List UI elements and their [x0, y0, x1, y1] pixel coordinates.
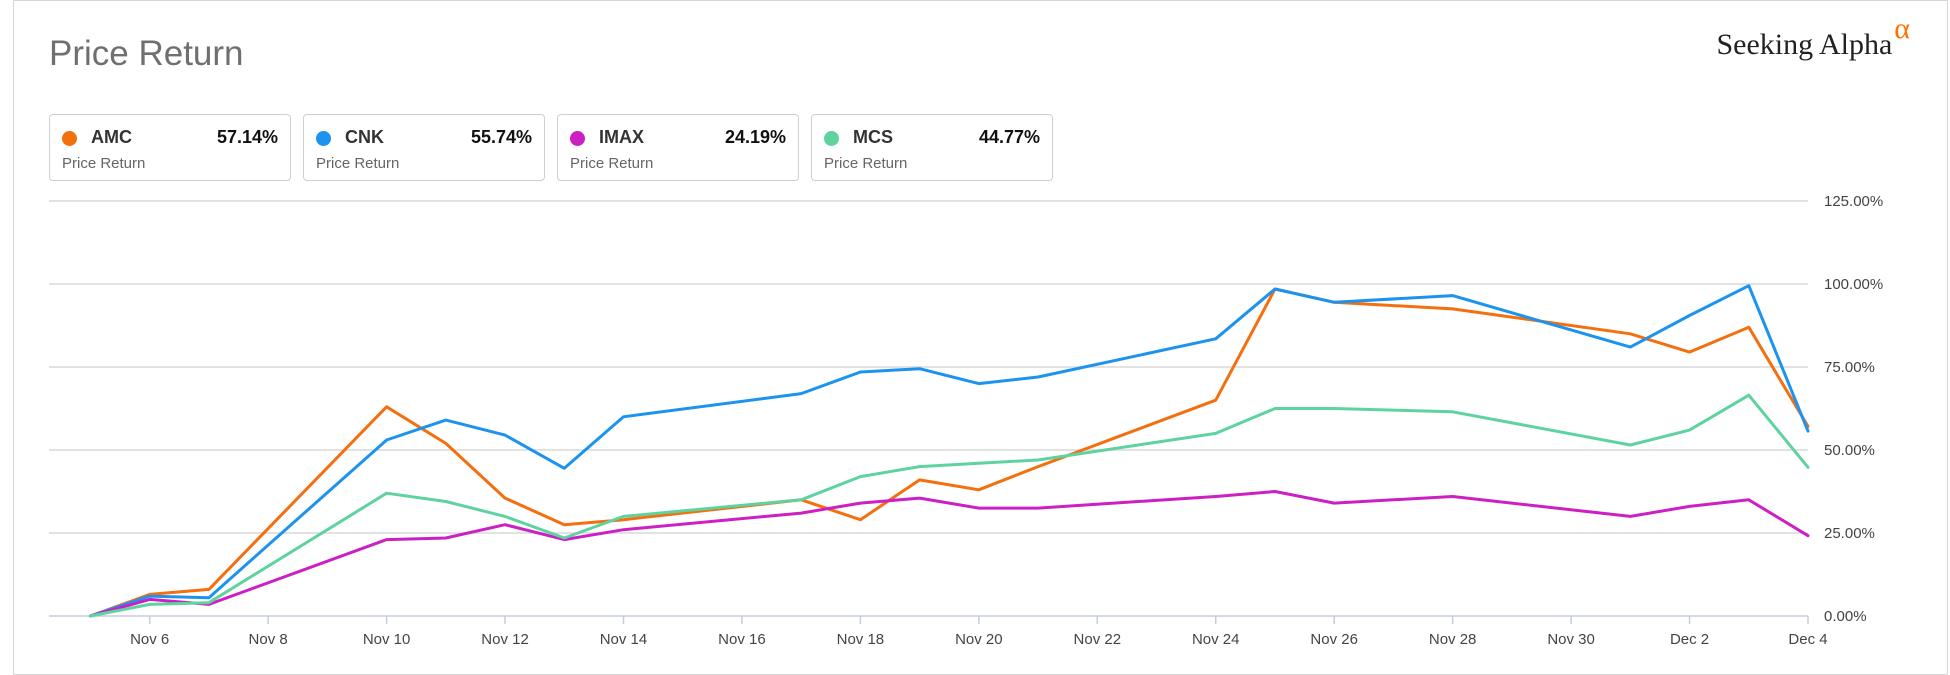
- series-color-dot-icon: [62, 131, 77, 146]
- x-tick-label: Dec 4: [1788, 631, 1827, 648]
- series-line-amc: [89, 287, 1810, 618]
- card-value: 44.77%: [978, 127, 1040, 147]
- legend-cards: AMC 57.14% Price Return CNK 55.74% Price…: [49, 114, 1053, 181]
- series-line-mcs: [89, 393, 1810, 618]
- card-value: 57.14%: [216, 127, 278, 147]
- legend-card-mcs[interactable]: MCS 44.77% Price Return: [811, 114, 1053, 181]
- series-line-cnk: [89, 284, 1810, 618]
- y-tick-label: 25.00%: [1824, 525, 1875, 542]
- x-tick-label: Nov 22: [1074, 631, 1122, 648]
- legend-card-imax[interactable]: IMAX 24.19% Price Return: [557, 114, 799, 181]
- seeking-alpha-logo: Seeking Alphaα: [1716, 12, 1910, 62]
- y-tick-label: 75.00%: [1824, 359, 1875, 376]
- card-subtitle: Price Return: [570, 155, 654, 172]
- card-subtitle: Price Return: [316, 155, 400, 172]
- x-tick-label: Nov 8: [249, 631, 288, 648]
- brand-name: Seeking Alpha: [1716, 28, 1893, 61]
- y-tick-label: 0.00%: [1824, 608, 1867, 625]
- x-tick-label: Nov 16: [718, 631, 766, 648]
- card-ticker: CNK: [345, 127, 384, 147]
- card-subtitle: Price Return: [824, 155, 908, 172]
- series-color-dot-icon: [570, 131, 585, 146]
- x-tick-label: Dec 2: [1670, 631, 1709, 648]
- x-tick-label: Nov 30: [1547, 631, 1595, 648]
- x-tick-label: Nov 18: [837, 631, 885, 648]
- card-ticker: MCS: [853, 127, 893, 147]
- legend-card-amc[interactable]: AMC 57.14% Price Return: [49, 114, 291, 181]
- x-tick-label: Nov 20: [955, 631, 1003, 648]
- card-value: 55.74%: [470, 127, 532, 147]
- chart-panel: [13, 0, 1948, 675]
- page-title: Price Return: [49, 34, 244, 73]
- legend-card-cnk[interactable]: CNK 55.74% Price Return: [303, 114, 545, 181]
- x-tick-label: Nov 14: [600, 631, 648, 648]
- card-value: 24.19%: [724, 127, 786, 147]
- x-tick-label: Nov 28: [1429, 631, 1477, 648]
- x-tick-label: Nov 24: [1192, 631, 1240, 648]
- x-tick-label: Nov 26: [1310, 631, 1358, 648]
- card-ticker: AMC: [91, 127, 132, 147]
- x-tick-label: Nov 6: [130, 631, 169, 648]
- series-color-dot-icon: [824, 131, 839, 146]
- series-line-imax: [89, 490, 1810, 618]
- y-tick-label: 100.00%: [1824, 276, 1883, 293]
- x-tick-label: Nov 12: [481, 631, 529, 648]
- y-tick-label: 50.00%: [1824, 442, 1875, 459]
- card-ticker: IMAX: [599, 127, 644, 147]
- series-color-dot-icon: [316, 131, 331, 146]
- x-tick-label: Nov 10: [363, 631, 411, 648]
- y-tick-label: 125.00%: [1824, 193, 1883, 210]
- card-subtitle: Price Return: [62, 155, 146, 172]
- alpha-icon: α: [1894, 12, 1910, 45]
